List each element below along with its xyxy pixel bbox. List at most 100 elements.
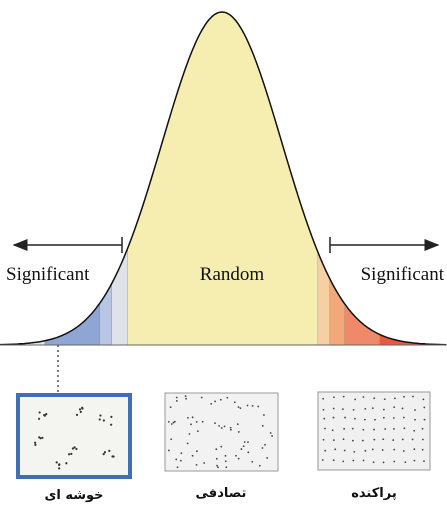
point <box>344 450 346 452</box>
point <box>190 423 192 425</box>
point <box>259 465 261 467</box>
point <box>343 438 345 440</box>
point <box>70 453 72 455</box>
point <box>104 451 106 453</box>
point <box>324 450 326 452</box>
point <box>34 442 36 444</box>
point <box>225 460 227 462</box>
point <box>38 418 40 420</box>
point <box>422 449 424 451</box>
point <box>202 421 204 423</box>
point <box>189 433 191 435</box>
point <box>403 396 405 398</box>
pattern-box <box>318 392 430 470</box>
point <box>404 461 406 463</box>
point <box>56 461 58 463</box>
point <box>393 461 395 463</box>
point <box>383 462 385 464</box>
point <box>413 430 415 432</box>
point <box>99 414 101 416</box>
point <box>353 409 355 411</box>
point <box>342 460 344 462</box>
point <box>225 455 227 457</box>
point <box>332 429 334 431</box>
point <box>185 398 187 400</box>
point <box>247 405 249 407</box>
point <box>413 448 415 450</box>
point <box>333 459 335 461</box>
point <box>168 450 170 452</box>
point <box>353 451 355 453</box>
point <box>196 421 198 423</box>
point <box>226 397 228 399</box>
point <box>402 408 404 410</box>
point <box>40 437 42 439</box>
point <box>343 396 345 398</box>
point <box>262 425 264 427</box>
point <box>393 428 395 430</box>
point <box>237 423 239 425</box>
point <box>333 408 335 410</box>
point <box>422 439 424 441</box>
point <box>110 424 112 426</box>
point <box>422 398 424 400</box>
point <box>235 455 237 457</box>
diagram: Significant Random Significant خوشه ای ت… <box>0 0 447 508</box>
point <box>252 405 254 407</box>
point <box>372 407 374 409</box>
point <box>80 411 82 413</box>
point <box>334 448 336 450</box>
point <box>238 406 240 408</box>
point <box>393 406 395 408</box>
point <box>322 459 324 461</box>
point <box>257 406 259 408</box>
point <box>238 431 240 433</box>
point <box>240 448 242 450</box>
point <box>210 403 212 405</box>
point <box>73 446 75 448</box>
point <box>270 432 272 434</box>
point <box>108 450 110 452</box>
point <box>196 450 198 452</box>
point <box>175 459 177 461</box>
point <box>383 417 385 419</box>
region <box>112 247 128 345</box>
pattern-label: خوشه ای <box>44 488 103 503</box>
point <box>218 425 220 427</box>
pattern-label: پراکنده <box>351 486 396 501</box>
point <box>271 435 273 437</box>
pattern-box <box>165 393 278 471</box>
point <box>372 449 374 451</box>
point <box>333 396 335 398</box>
point <box>176 397 178 399</box>
point <box>403 417 405 419</box>
point <box>185 395 187 397</box>
point <box>201 397 203 399</box>
point <box>75 448 77 450</box>
point <box>34 444 36 446</box>
point <box>168 421 170 423</box>
point <box>176 400 178 402</box>
point <box>216 465 218 467</box>
point <box>177 466 179 468</box>
point <box>225 466 227 468</box>
point <box>383 409 385 411</box>
point <box>234 401 236 403</box>
point <box>111 455 113 457</box>
point <box>414 419 416 421</box>
point <box>382 438 384 440</box>
point <box>203 462 205 464</box>
point <box>342 408 344 410</box>
point <box>197 430 199 432</box>
point <box>322 398 324 400</box>
point <box>363 460 365 462</box>
point <box>352 428 354 430</box>
point <box>373 397 375 399</box>
point <box>354 418 356 420</box>
point <box>393 449 395 451</box>
point <box>240 407 242 409</box>
point <box>251 461 253 463</box>
point <box>362 429 364 431</box>
point <box>180 452 182 454</box>
point <box>170 406 172 408</box>
